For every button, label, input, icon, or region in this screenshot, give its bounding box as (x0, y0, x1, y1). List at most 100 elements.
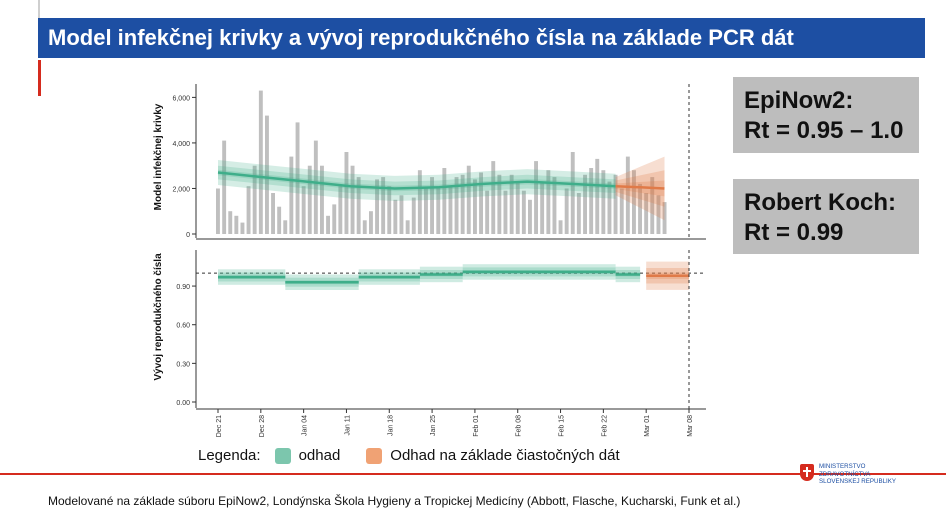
case-bar (607, 181, 612, 234)
legend-title: Legenda: (198, 447, 261, 464)
estimate-band (218, 165, 616, 196)
case-bar (576, 193, 581, 234)
partial-median-line (615, 184, 665, 190)
x-tick-label: Mar 08 (687, 415, 694, 437)
case-bar (454, 177, 459, 234)
case-bar (338, 186, 343, 234)
case-bar (430, 177, 434, 234)
koch-rt-value: Rt = 0.99 (744, 219, 844, 246)
case-bar (258, 90, 263, 234)
case-bar (369, 211, 373, 234)
case-bar (460, 174, 465, 234)
case-bar (381, 177, 386, 234)
case-bar (583, 174, 587, 234)
bottom-ylabel: Vývoj reprodukčného čísla (153, 253, 164, 381)
case-bar (356, 177, 361, 234)
infection-curve-panel: 0 2,000 4,000 6,000 (172, 84, 706, 240)
x-tick-label: Feb 15 (559, 415, 566, 437)
case-bar (216, 188, 220, 234)
x-tick-label: Dec 21 (216, 415, 223, 437)
case-bar (479, 172, 483, 234)
case-bar (509, 174, 514, 234)
title-bar: Model infekčnej krivky a vývoj reprodukč… (38, 18, 925, 58)
bottom-y-tick-label: 0.90 (176, 284, 190, 291)
x-tick-label: Dec 28 (259, 415, 266, 437)
case-bar (632, 170, 636, 234)
top-y-tick-label: 2,000 (172, 186, 190, 193)
case-bar (387, 186, 392, 234)
case-bar (424, 188, 428, 234)
case-bar (442, 168, 447, 234)
case-bar (344, 152, 349, 234)
x-tick-label: Feb 01 (473, 415, 480, 437)
case-bar (307, 165, 312, 234)
case-bar (448, 186, 453, 234)
x-tick-label: Jan 25 (430, 415, 437, 436)
legend: Legenda: odhad Odhad na základe čiastočn… (198, 447, 632, 464)
ministry-logo: MINISTERSTVO ZDRAVOTNÍCTVA SLOVENSKEJ RE… (800, 463, 920, 493)
epinow-rt-box: EpiNow2: Rt = 0.95 – 1.0 (733, 77, 919, 153)
case-bar (570, 152, 575, 234)
case-bar (497, 174, 502, 234)
case-bar (540, 181, 545, 234)
reproduction-number-panel: 0.00 0.30 0.60 0.90 (176, 250, 706, 410)
case-bar (595, 158, 600, 234)
case-bar (313, 140, 318, 234)
case-bar (473, 179, 477, 234)
case-bar (515, 181, 520, 234)
case-bar (234, 215, 239, 234)
case-bar (417, 170, 422, 234)
bottom-y-tick-label: 0.60 (176, 323, 190, 330)
case-bar (656, 195, 661, 234)
case-bar (277, 206, 282, 234)
case-bar (246, 186, 251, 234)
case-bar (521, 190, 526, 234)
case-bar (240, 222, 245, 234)
case-bar (393, 199, 398, 234)
case-bar (436, 186, 441, 234)
case-bar (332, 204, 337, 234)
case-bar (320, 165, 324, 234)
case-bar (326, 215, 330, 234)
bottom-y-tick-label: 0.30 (176, 361, 190, 368)
left-divider (38, 0, 40, 18)
case-bar (283, 220, 288, 234)
x-tick-label: Mar 01 (644, 415, 651, 437)
top-ylabel: Model infekčnej krivky (153, 103, 164, 210)
case-bar (619, 188, 624, 234)
case-bar (650, 177, 655, 234)
legend-swatch-partial (366, 447, 383, 464)
page-title: Model infekčnej krivky a vývoj reprodukč… (48, 25, 794, 50)
case-bar (362, 220, 367, 234)
bottom-y-tick-label: 0.00 (176, 400, 190, 407)
case-bar (222, 140, 227, 234)
case-bar (558, 220, 563, 234)
estimate-median-line (217, 171, 616, 190)
case-bar (662, 202, 667, 234)
x-tick-label: Jan 18 (387, 415, 394, 436)
case-bar (405, 220, 410, 234)
legend-label-partial: Odhad na základe čiastočných dát (390, 447, 620, 464)
footer-divider (0, 473, 946, 475)
case-bar (485, 190, 490, 234)
case-bar (534, 161, 538, 234)
case-bar (350, 165, 355, 234)
x-tick-label: Feb 22 (601, 415, 608, 437)
koch-rt-box: Robert Koch: Rt = 0.99 (733, 179, 919, 254)
case-bar (301, 186, 306, 234)
x-tick-label: Jan 04 (302, 415, 309, 436)
case-bar (399, 195, 404, 234)
red-accent-mark (38, 60, 41, 96)
case-bar (589, 168, 594, 234)
case-bar (546, 170, 551, 234)
top-y-tick-label: 0 (186, 232, 190, 239)
case-bar (638, 183, 642, 234)
top-y-tick-label: 6,000 (172, 95, 190, 102)
case-bar (491, 161, 496, 234)
case-bar (466, 165, 471, 234)
epinow-rt-value: Rt = 0.95 – 1.0 (744, 117, 904, 144)
case-bar (228, 211, 233, 234)
case-bar (375, 179, 379, 234)
case-bar (528, 199, 532, 234)
case-bar (411, 197, 416, 234)
